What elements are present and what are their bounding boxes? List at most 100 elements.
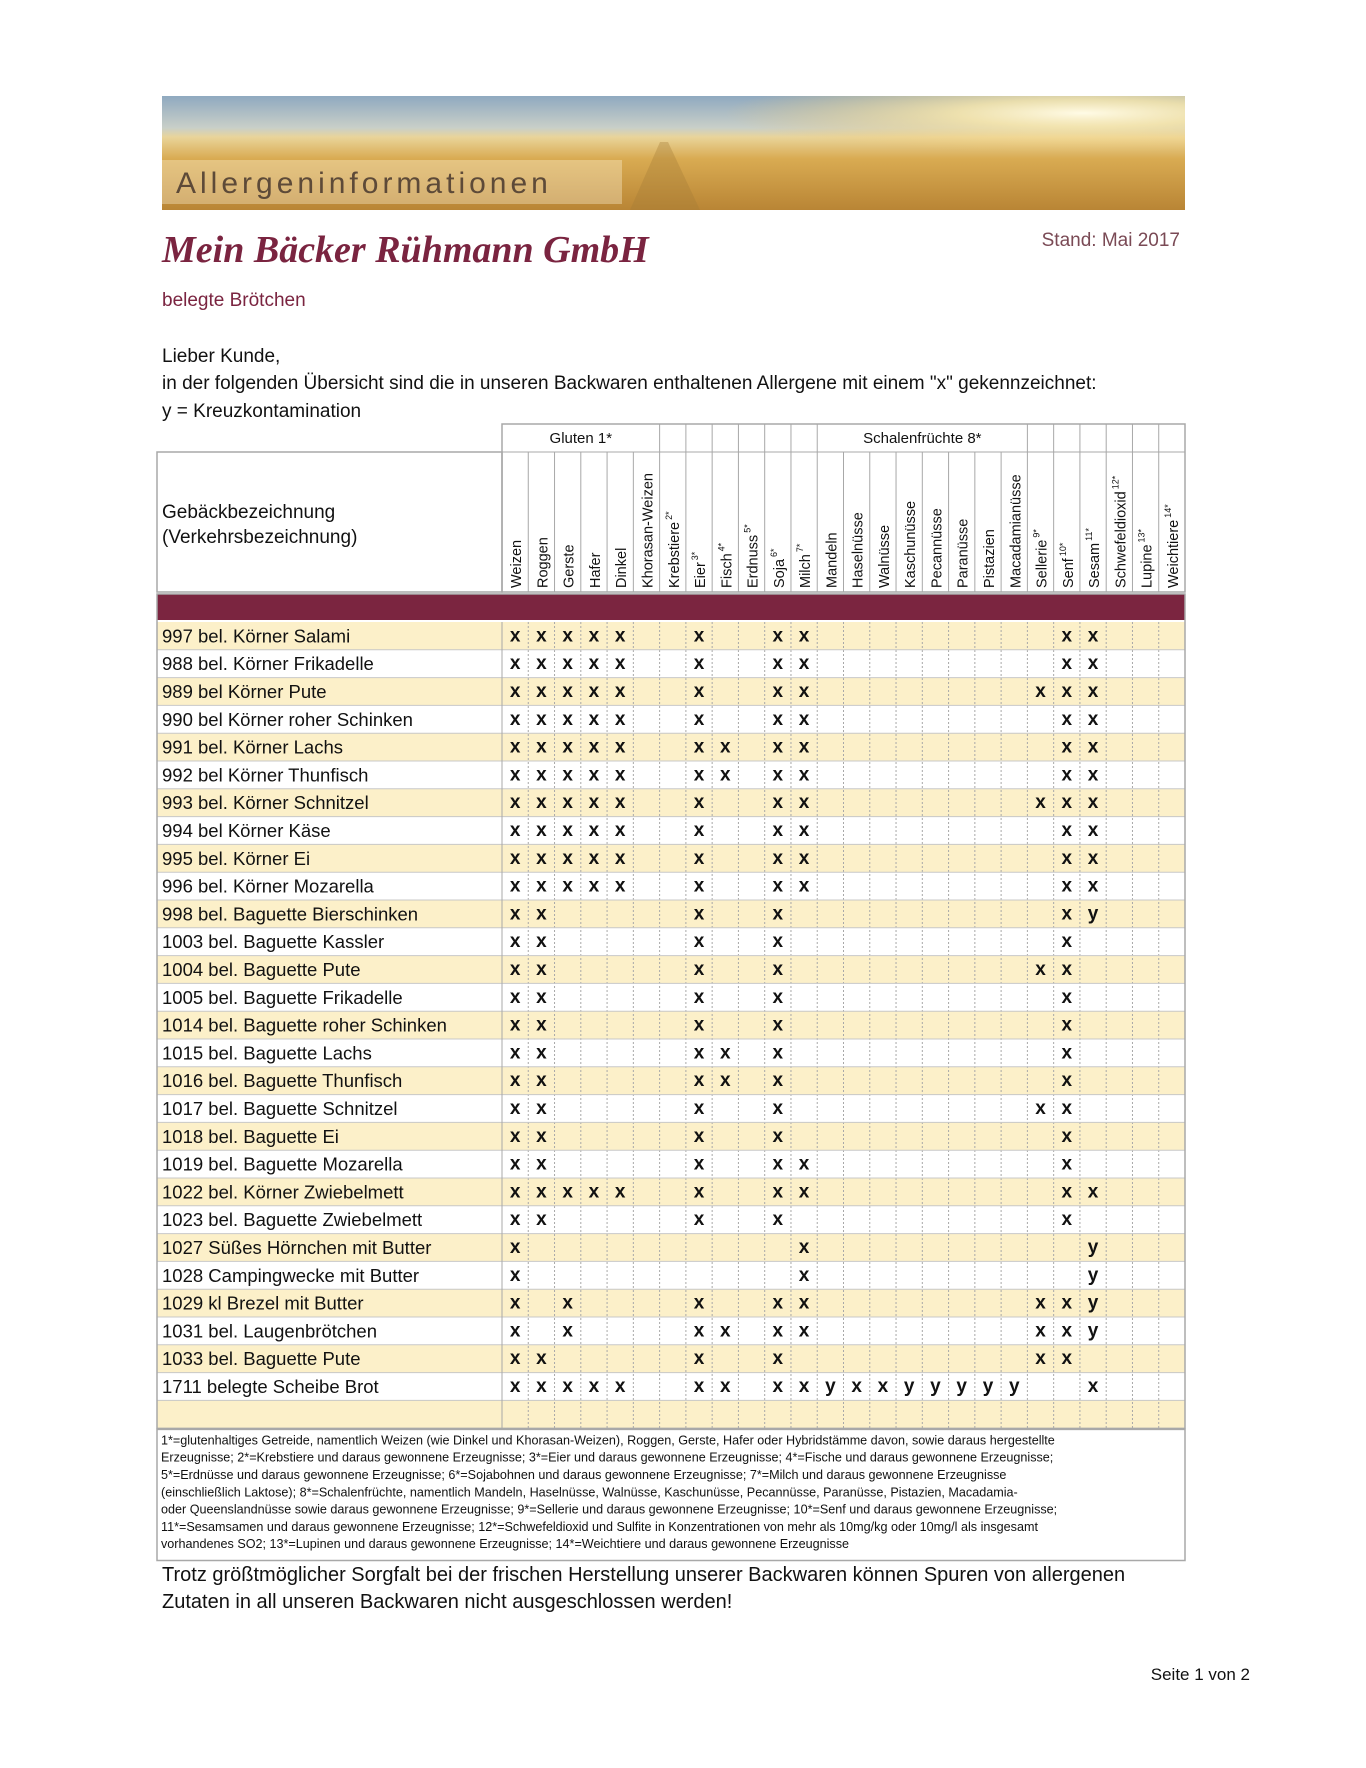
- allergen-mark: x: [773, 903, 784, 924]
- footnote: Erzeugnisse; 2*=Krebstiere und daraus ge…: [161, 1451, 1053, 1465]
- allergen-mark: x: [510, 1348, 521, 1369]
- column-note: 14*: [1163, 504, 1173, 518]
- allergen-mark: x: [589, 876, 600, 897]
- allergen-mark: x: [694, 764, 705, 785]
- allergen-mark: x: [1035, 959, 1046, 980]
- column-name: Paranüsse: [956, 519, 972, 588]
- allergen-mark: x: [799, 653, 810, 674]
- allergen-mark: x: [773, 1070, 784, 1091]
- allergen-mark: x: [799, 820, 810, 841]
- product-name: 998 bel. Baguette Bierschinken: [162, 903, 418, 924]
- allergen-mark: x: [1088, 792, 1099, 813]
- allergen-mark: y: [1009, 1376, 1020, 1397]
- allergen-mark: x: [536, 653, 547, 674]
- footnote: vorhandenes SO2; 13*=Lupinen und daraus …: [161, 1537, 849, 1551]
- allergen-mark: x: [589, 764, 600, 785]
- allergen-mark: x: [720, 1376, 731, 1397]
- allergen-mark: y: [1088, 1320, 1099, 1341]
- allergen-mark: x: [773, 764, 784, 785]
- banner-sun: [162, 96, 1185, 210]
- allergen-mark: x: [1061, 820, 1072, 841]
- column-header: Sesam 11*: [1084, 528, 1103, 588]
- group-header: Gluten 1*: [550, 430, 613, 447]
- allergen-mark: y: [956, 1376, 967, 1397]
- allergen-mark: x: [510, 1070, 521, 1091]
- allergen-mark: x: [589, 820, 600, 841]
- column-name: Gerste: [562, 544, 578, 588]
- allergen-mark: x: [773, 792, 784, 813]
- allergen-mark: x: [536, 987, 547, 1008]
- column-name: Lupine: [1140, 544, 1156, 588]
- allergen-mark: x: [536, 1181, 547, 1202]
- allergen-mark: x: [510, 1293, 521, 1314]
- allergen-mark: x: [773, 1376, 784, 1397]
- footnote: oder Queenslandnüsse sowie daraus gewonn…: [161, 1503, 1057, 1517]
- allergen-mark: x: [773, 737, 784, 758]
- column-header: Dinkel: [614, 548, 630, 588]
- allergen-mark: x: [694, 792, 705, 813]
- row-background: [157, 844, 1185, 873]
- allergen-mark: x: [694, 625, 705, 646]
- row-background: [157, 1344, 1185, 1373]
- allergen-mark: x: [694, 1293, 705, 1314]
- allergen-mark: x: [694, 1181, 705, 1202]
- allergen-mark: x: [1061, 1348, 1072, 1369]
- allergen-mark: y: [904, 1376, 915, 1397]
- column-header: Kaschunüsse: [903, 501, 919, 588]
- column-header: Roggen: [535, 537, 551, 588]
- product-name: 1033 bel. Baguette Pute: [162, 1348, 361, 1369]
- allergen-mark: x: [773, 681, 784, 702]
- allergen-mark: x: [1061, 764, 1072, 785]
- allergen-mark: x: [562, 820, 573, 841]
- allergen-mark: x: [799, 1320, 810, 1341]
- column-name: Senf: [1061, 557, 1077, 588]
- column-name: Mandeln: [824, 532, 840, 588]
- allergen-mark: x: [799, 625, 810, 646]
- allergen-mark: x: [589, 653, 600, 674]
- allergen-mark: x: [694, 987, 705, 1008]
- column-name: Sellerie: [1035, 540, 1051, 588]
- allergen-mark: x: [694, 959, 705, 980]
- allergen-mark: x: [510, 903, 521, 924]
- allergen-mark: x: [1088, 625, 1099, 646]
- intro-line: in der folgenden Übersicht sind die in u…: [162, 373, 1097, 394]
- allergen-mark: x: [536, 1070, 547, 1091]
- allergen-mark: x: [1088, 1376, 1099, 1397]
- column-name: Milch: [798, 554, 814, 588]
- allergen-mark: x: [694, 1209, 705, 1230]
- allergen-mark: x: [562, 1293, 573, 1314]
- column-name: Eier: [693, 562, 709, 588]
- allergen-mark: x: [510, 1237, 521, 1258]
- allergen-mark: y: [930, 1376, 941, 1397]
- row-background: [157, 1289, 1185, 1317]
- allergen-mark: x: [536, 764, 547, 785]
- allergen-mark: x: [562, 1181, 573, 1202]
- allergen-mark: x: [1088, 876, 1099, 897]
- date: Stand: Mai 2017: [1042, 230, 1180, 251]
- intro-line: y = Kreuzkontamination: [162, 401, 361, 422]
- allergen-mark: x: [773, 987, 784, 1008]
- allergen-mark: x: [510, 1181, 521, 1202]
- allergen-mark: x: [589, 792, 600, 813]
- product-name: 1023 bel. Baguette Zwiebelmett: [162, 1209, 422, 1230]
- allergen-mark: x: [694, 1042, 705, 1063]
- allergen-mark: x: [589, 848, 600, 869]
- allergen-mark: x: [720, 1070, 731, 1091]
- product-name: 997 bel. Körner Salami: [162, 625, 350, 646]
- column-note: 5*: [743, 524, 753, 533]
- allergen-mark: y: [1088, 1293, 1099, 1314]
- allergen-mark: x: [562, 764, 573, 785]
- allergen-mark: x: [1061, 876, 1072, 897]
- column-name: Hafer: [588, 552, 604, 588]
- allergen-mark: x: [510, 1376, 521, 1397]
- row-background: [157, 1066, 1185, 1095]
- product-name: 996 bel. Körner Mozarella: [162, 876, 375, 897]
- allergen-mark: x: [1035, 1320, 1046, 1341]
- separator-band: [157, 594, 1185, 620]
- allergen-mark: x: [773, 959, 784, 980]
- allergen-mark: x: [1061, 1070, 1072, 1091]
- column-name: Krebstiere: [667, 522, 683, 588]
- allergen-mark: x: [773, 820, 784, 841]
- allergen-mark: x: [1035, 1348, 1046, 1369]
- allergen-mark: x: [562, 792, 573, 813]
